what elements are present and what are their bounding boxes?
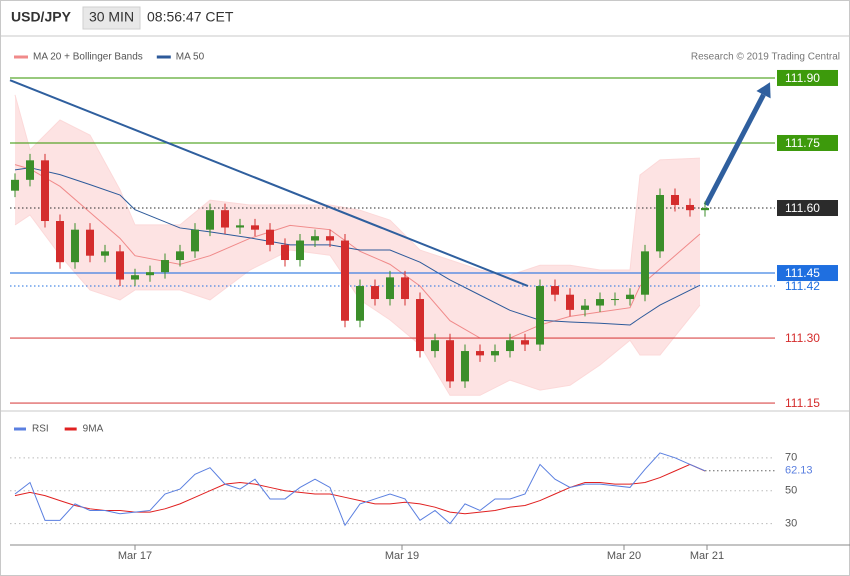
y-tick-label: 70 [785,452,797,464]
ma-line [14,167,701,326]
candle-body [506,340,514,352]
candle-body [86,229,94,256]
y-tick-label: 50 [785,485,797,497]
candle-body [371,286,379,300]
level-label: 111.42 [785,279,820,293]
candle-body [341,240,349,321]
level-label: 111.60 [785,201,820,215]
symbol: USD/JPY [11,9,72,25]
legend-label: MA 20 + Bollinger Bands [33,52,143,63]
level-label: 111.75 [785,136,820,150]
candle-body [626,294,634,300]
x-tick-label: Mar 19 [385,550,419,562]
indicator-line [14,463,706,515]
candle-body [206,210,214,230]
copyright: Research © 2019 Trading Central [691,52,840,63]
candle-body [71,229,79,263]
level-box [777,265,838,282]
bollinger-band [15,94,700,396]
candle-body [11,179,19,191]
candle-body [41,160,49,222]
candle-body [401,277,409,300]
candle-body [101,251,109,256]
y-tick-label: 30 [785,518,797,530]
candle-body [491,351,499,356]
candle-body [416,299,424,352]
candle-body [296,240,304,261]
bollinger-upper [14,94,701,276]
legend-label: RSI [32,424,49,435]
legend-label: MA 50 [176,52,205,63]
x-tick-label: Mar 21 [690,550,724,562]
candle-body [56,221,64,263]
candle-body [116,251,124,280]
candle-body [551,286,559,295]
candle-body [701,208,709,211]
candle-body [26,160,34,180]
candle-body [656,195,664,252]
level-label: 111.15 [785,396,820,410]
level-box [777,134,838,151]
candle-body [611,299,619,301]
candle-body [386,277,394,300]
candle-body [311,236,319,241]
x-tick-label: Mar 20 [607,550,641,562]
level-box [777,69,838,86]
candle-body [356,286,364,321]
candle-body [281,244,289,261]
time: 08:56:47 CET [147,9,234,25]
candle-body [641,251,649,295]
indicator-line [14,452,706,527]
interval: 30 MIN [89,9,134,25]
candle-body [446,340,454,382]
candle-body [686,204,694,211]
level-label: 111.30 [785,331,820,345]
candle-body [476,351,484,356]
candle-body [326,236,334,241]
arrow-head [756,82,771,99]
bollinger-lower [14,214,701,396]
x-tick-label: Mar 17 [118,550,152,562]
candle-body [521,340,529,345]
candle-body [251,225,259,230]
candle-body [176,251,184,261]
ma-line [14,164,701,339]
level-label: 111.90 [785,71,820,85]
candle-body [566,294,574,310]
candle-body [536,286,544,345]
candle-body [266,229,274,245]
legend-label: 9MA [83,424,104,435]
candle-body [596,299,604,306]
candle-body [431,340,439,352]
candle-body [461,351,469,382]
interval-box [82,6,141,30]
forecast-arrow [703,93,766,207]
trend-line [9,79,529,287]
candle-body [671,195,679,205]
candle-body [131,275,139,280]
candle-body [581,305,589,310]
candle-body [146,272,154,276]
level-box [777,200,838,217]
candle-body [161,260,169,273]
candle-body [191,229,199,252]
candle-body [236,225,244,228]
level-label: 111.45 [785,266,820,280]
last-value-label: 62.13 [785,465,813,477]
candle-body [221,210,229,228]
